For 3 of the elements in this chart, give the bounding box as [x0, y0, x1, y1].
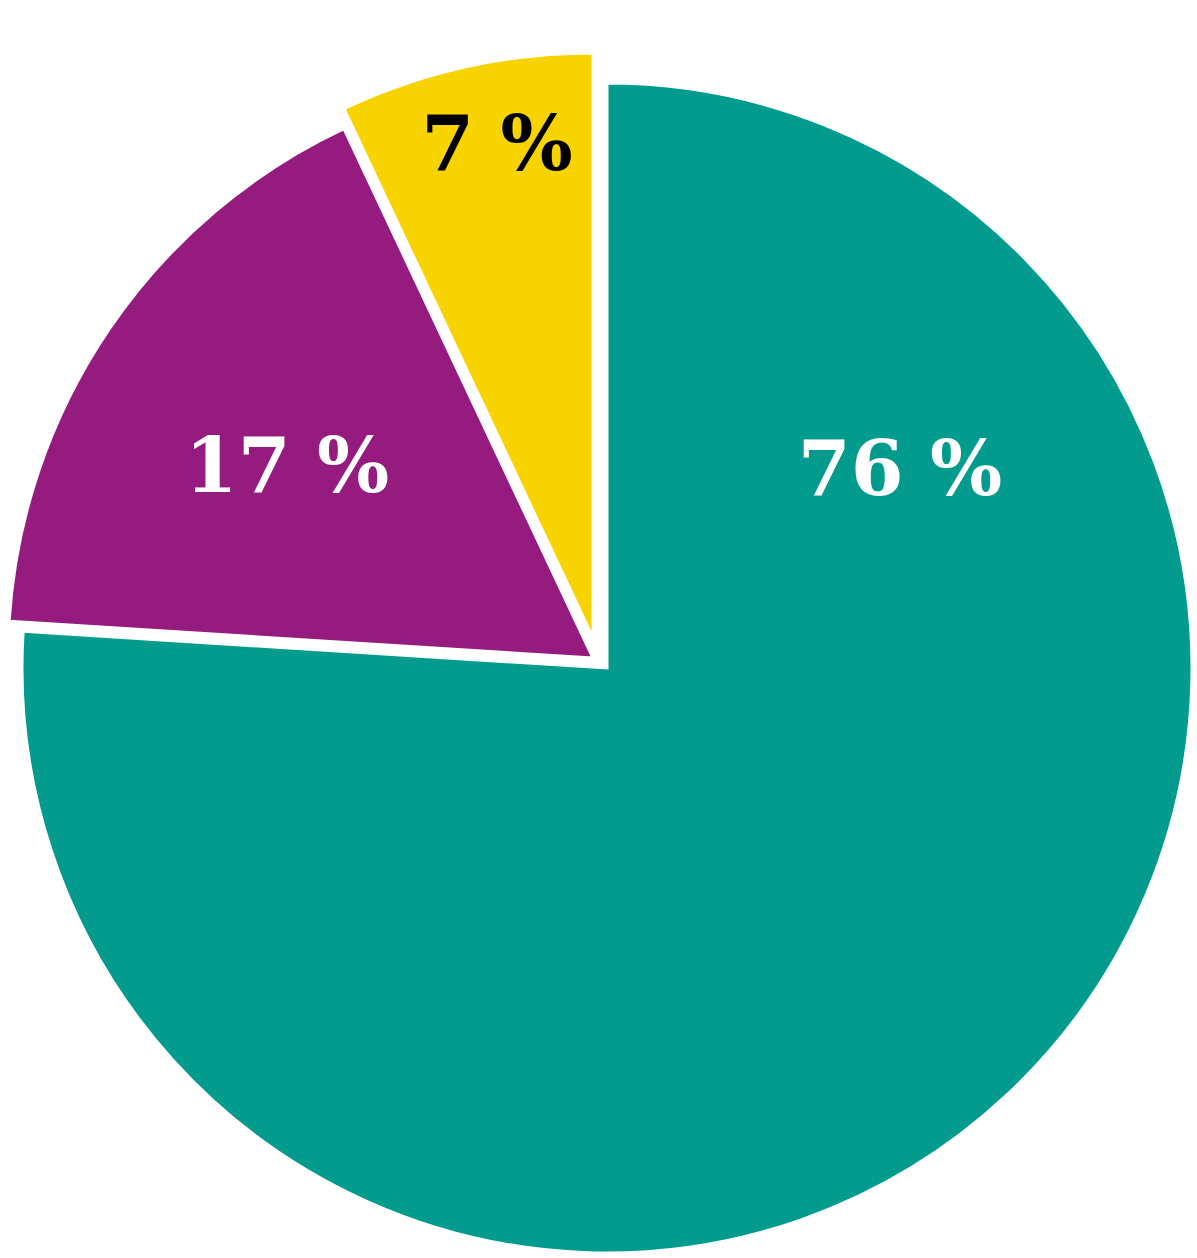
data-label: 76 % — [797, 423, 1003, 513]
data-label: 17 % — [184, 420, 390, 510]
data-label: 7 % — [421, 98, 573, 188]
